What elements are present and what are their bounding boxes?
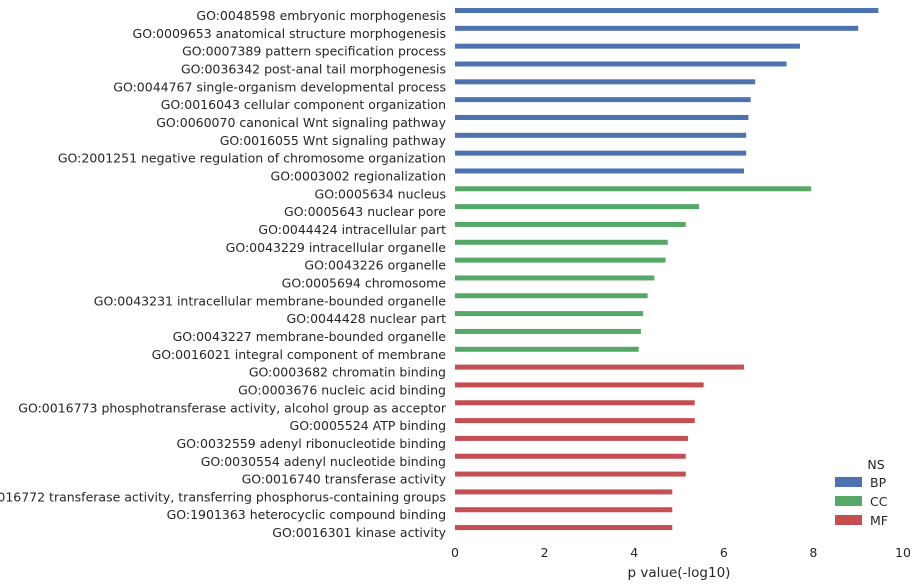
x-axis-title: p value(-log10) (628, 565, 731, 581)
category-label: GO:0043226 organelle (304, 258, 446, 273)
legend-label: BP (870, 475, 887, 490)
category-label: GO:0048598 embryonic morphogenesis (196, 8, 446, 23)
bar (455, 8, 879, 13)
bar (455, 435, 688, 441)
x-tick-label: 4 (630, 545, 638, 560)
category-label: GO:0030554 adenyl nucleotide binding (201, 454, 446, 469)
bar (455, 114, 749, 120)
category-label: GO:0032559 adenyl ribonucleotide binding (176, 436, 446, 451)
category-label: GO:0007389 pattern specification process (182, 44, 446, 59)
bar (455, 525, 673, 531)
legend-swatch (835, 496, 862, 506)
category-label: GO:0044424 intracellular part (258, 222, 446, 237)
bar (455, 186, 812, 192)
bar (455, 453, 686, 459)
bar (455, 382, 704, 388)
bar (455, 25, 859, 31)
category-label: GO:0016301 kinase activity (272, 525, 446, 540)
bar (455, 150, 747, 156)
category-label: GO:0016773 phosphotransferase activity, … (18, 400, 447, 415)
category-label: GO:0016043 cellular component organizati… (161, 97, 446, 112)
x-tick-label: 2 (541, 545, 549, 560)
legend-title: NS (867, 457, 884, 472)
bar (455, 61, 787, 67)
category-label: GO:0003676 nucleic acid binding (238, 382, 446, 397)
bar (455, 364, 744, 370)
bar (455, 239, 668, 245)
category-label: GO:0060070 canonical Wnt signaling pathw… (156, 115, 446, 130)
category-label: GO:0043227 membrane-bounded organelle (173, 329, 447, 344)
category-label: GO:0005694 chromosome (282, 275, 447, 290)
category-label: GO:1901363 heterocyclic compound binding (167, 507, 446, 522)
bar (455, 489, 673, 495)
bar (455, 275, 655, 281)
bar (455, 418, 695, 424)
category-label: GO:2001251 negative regulation of chromo… (58, 151, 446, 166)
bar (455, 311, 644, 317)
legend: NS BP CC MF (835, 457, 888, 528)
category-label: GO:0005524 ATP binding (290, 418, 446, 433)
bar (455, 221, 686, 227)
category-label: GO:0036342 post-anal tail morphogenesis (181, 61, 446, 76)
x-tick-label: 8 (809, 545, 817, 560)
legend-swatch (835, 477, 862, 487)
category-label: GO:0005634 nucleus (315, 186, 446, 201)
bar (455, 43, 800, 49)
category-label: GO:0009653 anatomical structure morphoge… (133, 26, 446, 41)
x-axis-ticks: 0 2 4 6 8 10 (451, 545, 911, 560)
legend-label: CC (870, 494, 888, 509)
category-label: GO:0044428 nuclear part (287, 311, 447, 326)
x-tick-label: 6 (720, 545, 728, 560)
category-label: GO:0043231 intracellular membrane-bounde… (94, 293, 447, 308)
category-label: GO:0016055 Wnt signaling pathway (220, 133, 447, 148)
category-label: GO:0005643 nuclear pore (284, 204, 446, 219)
legend-label: MF (870, 513, 888, 528)
category-labels: GO:0048598 embryonic morphogenesis GO:000… (0, 8, 447, 540)
bar (455, 328, 641, 334)
category-label: GO:0044767 single-organism developmental… (113, 79, 446, 94)
bar (455, 471, 686, 477)
bar (455, 132, 747, 138)
bar (455, 204, 700, 210)
x-tick-label: 0 (451, 545, 459, 560)
category-label: GO:0016772 transferase activity, transfe… (0, 489, 446, 504)
bar (455, 168, 744, 174)
x-tick-label: 10 (895, 545, 911, 560)
bar (455, 257, 666, 263)
bar (455, 79, 756, 85)
category-label: GO:0003002 regionalization (271, 168, 446, 183)
category-label: GO:0003682 chromatin binding (249, 365, 446, 380)
bar (455, 346, 639, 352)
bar (455, 507, 673, 513)
category-label: GO:0016740 transferase activity (242, 472, 447, 487)
bars (455, 8, 879, 531)
legend-swatch (835, 515, 862, 525)
bar (455, 293, 648, 299)
category-label: GO:0043229 intracellular organelle (226, 240, 447, 255)
bar (455, 97, 751, 103)
category-label: GO:0016021 integral component of membran… (152, 347, 447, 362)
bar (455, 400, 695, 406)
